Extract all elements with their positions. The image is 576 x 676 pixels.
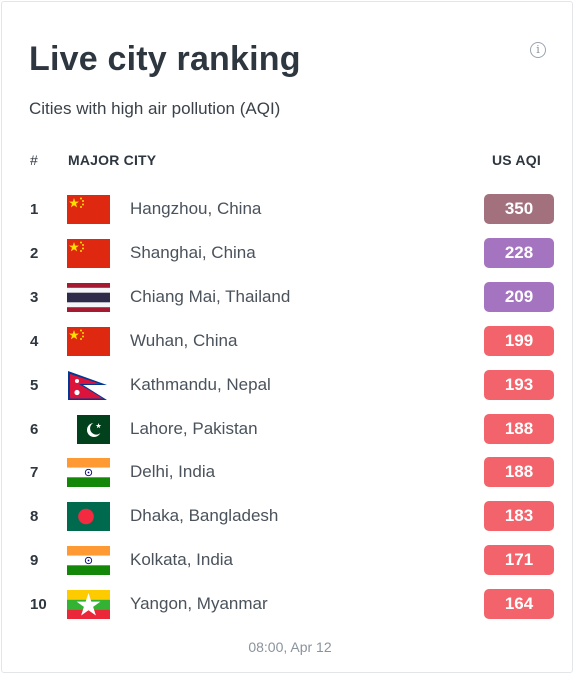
- table-row[interactable]: 2 Shanghai, China 228: [2, 233, 574, 277]
- china-flag-icon: [67, 195, 110, 224]
- china-flag-icon: [67, 238, 110, 268]
- table-row[interactable]: 3 Chiang Mai, Thailand 209: [2, 277, 574, 321]
- table-row[interactable]: 9 Kolkata, India 171: [2, 540, 574, 584]
- row-rank: 1: [30, 201, 39, 218]
- card-title: Live city ranking: [29, 40, 301, 78]
- row-city[interactable]: Wuhan, China: [130, 330, 238, 350]
- column-header-aqi: US AQI: [492, 152, 541, 168]
- column-header-city: MAJOR CITY: [68, 152, 157, 168]
- table-row[interactable]: 6 Lahore, Pakistan 188: [2, 409, 574, 453]
- table-row[interactable]: 7 Delhi, India 188: [2, 452, 574, 496]
- aqi-badge: 188: [484, 413, 554, 444]
- table-row[interactable]: 8 Dhaka, Bangladesh 183: [2, 496, 574, 540]
- aqi-badge: 193: [484, 369, 554, 400]
- row-city[interactable]: Yangon, Myanmar: [130, 594, 268, 614]
- aqi-badge: 228: [484, 237, 554, 268]
- row-rank: 2: [30, 244, 39, 262]
- aqi-badge: 183: [484, 501, 554, 532]
- row-city[interactable]: Dhaka, Bangladesh: [130, 506, 279, 526]
- aqi-badge: 199: [484, 325, 554, 356]
- table-row[interactable]: 1 Hangzhou, China 350: [2, 189, 574, 233]
- row-rank: 8: [30, 508, 39, 526]
- row-rank: 4: [30, 332, 39, 350]
- myanmar-flag-icon: [67, 590, 110, 620]
- row-city[interactable]: Hangzhou, China: [130, 199, 262, 218]
- row-city[interactable]: Chiang Mai, Thailand: [130, 286, 291, 306]
- row-city[interactable]: Shanghai, China: [130, 242, 256, 262]
- row-rank: 6: [30, 420, 39, 438]
- aqi-badge: 350: [484, 194, 554, 224]
- india-flag-icon: [67, 546, 110, 576]
- aqi-badge: 188: [484, 457, 554, 488]
- aqi-badge: 164: [484, 589, 554, 620]
- table-row[interactable]: 10 Yangon, Myanmar 164: [2, 584, 574, 628]
- china-flag-icon: [67, 326, 110, 356]
- update-timestamp: 08:00, Apr 12: [248, 639, 332, 655]
- row-rank: 5: [30, 376, 39, 394]
- pakistan-flag-icon: [67, 414, 110, 444]
- table-row[interactable]: 5 Kathmandu, Nepal 193: [2, 365, 574, 409]
- row-rank: 7: [30, 464, 39, 482]
- info-icon[interactable]: i: [530, 42, 546, 58]
- row-rank: 3: [30, 288, 39, 306]
- bangladesh-flag-icon: [67, 502, 110, 532]
- row-rank: 9: [30, 552, 39, 570]
- column-header-rank: #: [30, 152, 38, 168]
- row-city[interactable]: Kolkata, India: [130, 550, 234, 570]
- row-city[interactable]: Kathmandu, Nepal: [130, 374, 271, 394]
- card-subtitle: Cities with high air pollution (AQI): [29, 99, 281, 118]
- row-city[interactable]: Lahore, Pakistan: [130, 418, 258, 438]
- row-city[interactable]: Delhi, India: [130, 462, 216, 482]
- nepal-flag-icon: [67, 370, 110, 400]
- india-flag-icon: [67, 458, 110, 488]
- aqi-badge: 171: [484, 545, 554, 576]
- row-rank: 10: [30, 596, 47, 614]
- aqi-badge: 209: [484, 281, 554, 312]
- table-row[interactable]: 4 Wuhan, China 199: [2, 321, 574, 365]
- thailand-flag-icon: [67, 282, 110, 312]
